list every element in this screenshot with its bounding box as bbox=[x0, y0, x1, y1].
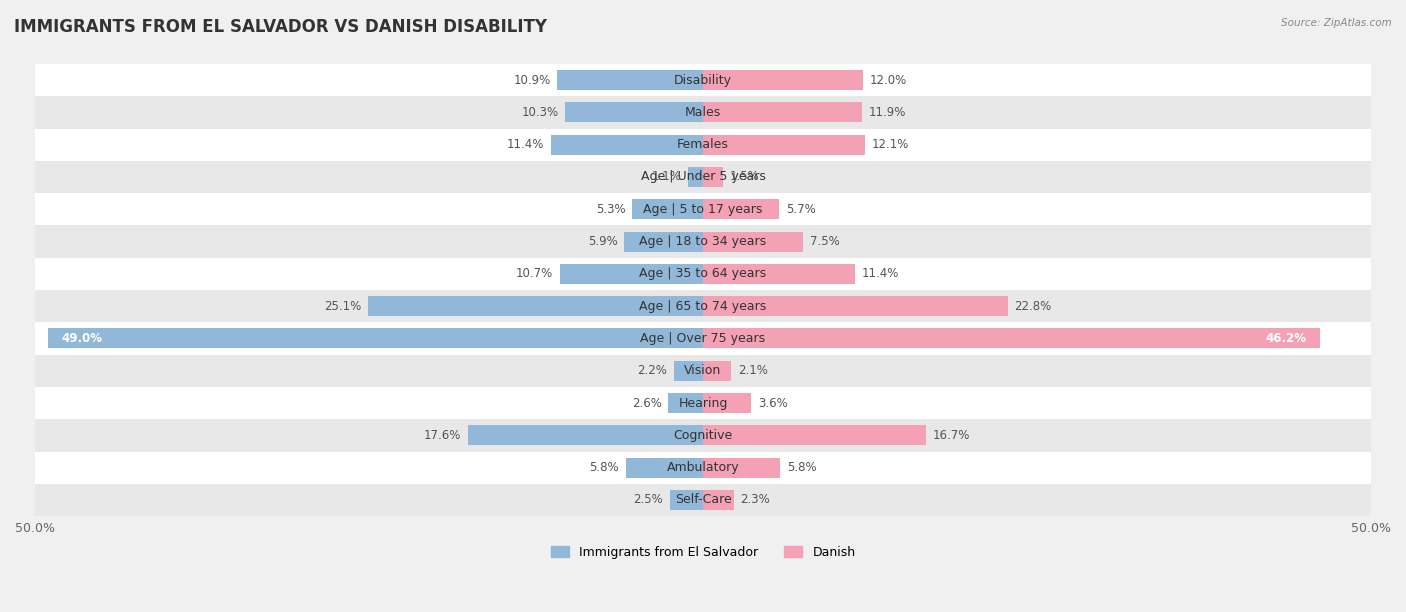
Bar bbox=[35, 323, 1371, 354]
Bar bbox=[703, 393, 751, 413]
Text: Cognitive: Cognitive bbox=[673, 429, 733, 442]
Text: 11.4%: 11.4% bbox=[862, 267, 900, 280]
Text: Age | 65 to 74 years: Age | 65 to 74 years bbox=[640, 300, 766, 313]
Bar bbox=[703, 360, 731, 381]
Bar bbox=[703, 490, 734, 510]
Bar bbox=[35, 225, 1371, 258]
Text: Ambulatory: Ambulatory bbox=[666, 461, 740, 474]
Bar bbox=[551, 135, 703, 155]
Text: Age | Over 75 years: Age | Over 75 years bbox=[641, 332, 765, 345]
Text: 2.3%: 2.3% bbox=[741, 493, 770, 507]
Text: 2.2%: 2.2% bbox=[637, 364, 666, 377]
Bar bbox=[703, 102, 862, 122]
Bar bbox=[703, 231, 803, 252]
Text: Hearing: Hearing bbox=[678, 397, 728, 409]
Text: 5.3%: 5.3% bbox=[596, 203, 626, 216]
Bar bbox=[35, 290, 1371, 323]
Text: 22.8%: 22.8% bbox=[1014, 300, 1052, 313]
Bar bbox=[468, 425, 703, 446]
Bar bbox=[48, 329, 703, 348]
Bar bbox=[669, 490, 703, 510]
Bar bbox=[35, 452, 1371, 484]
Bar bbox=[703, 135, 865, 155]
Text: 10.7%: 10.7% bbox=[516, 267, 554, 280]
Text: 10.3%: 10.3% bbox=[522, 106, 558, 119]
Bar bbox=[367, 296, 703, 316]
Text: Age | 5 to 17 years: Age | 5 to 17 years bbox=[644, 203, 762, 216]
Text: 49.0%: 49.0% bbox=[62, 332, 103, 345]
Bar bbox=[624, 231, 703, 252]
Bar bbox=[703, 296, 1008, 316]
Text: 12.1%: 12.1% bbox=[872, 138, 908, 151]
Text: 2.5%: 2.5% bbox=[633, 493, 662, 507]
Text: 11.9%: 11.9% bbox=[869, 106, 905, 119]
Text: Vision: Vision bbox=[685, 364, 721, 377]
Text: 1.5%: 1.5% bbox=[730, 171, 759, 184]
Text: 3.6%: 3.6% bbox=[758, 397, 787, 409]
Text: Source: ZipAtlas.com: Source: ZipAtlas.com bbox=[1281, 18, 1392, 28]
Text: Age | 35 to 64 years: Age | 35 to 64 years bbox=[640, 267, 766, 280]
Text: Females: Females bbox=[678, 138, 728, 151]
Bar bbox=[703, 167, 723, 187]
Text: Males: Males bbox=[685, 106, 721, 119]
Text: 5.7%: 5.7% bbox=[786, 203, 815, 216]
Text: Age | 18 to 34 years: Age | 18 to 34 years bbox=[640, 235, 766, 248]
Bar bbox=[703, 70, 863, 90]
Text: Disability: Disability bbox=[673, 73, 733, 87]
Bar bbox=[35, 64, 1371, 96]
Bar bbox=[557, 70, 703, 90]
Bar bbox=[689, 167, 703, 187]
Bar bbox=[673, 360, 703, 381]
Bar bbox=[35, 354, 1371, 387]
Bar bbox=[626, 458, 703, 478]
Text: 5.8%: 5.8% bbox=[589, 461, 619, 474]
Bar bbox=[668, 393, 703, 413]
Bar bbox=[703, 425, 927, 446]
Text: 10.9%: 10.9% bbox=[513, 73, 551, 87]
Bar bbox=[703, 264, 855, 284]
Text: 5.9%: 5.9% bbox=[588, 235, 617, 248]
Bar bbox=[35, 387, 1371, 419]
Bar bbox=[35, 161, 1371, 193]
Bar bbox=[35, 484, 1371, 516]
Text: Self-Care: Self-Care bbox=[675, 493, 731, 507]
Text: 5.8%: 5.8% bbox=[787, 461, 817, 474]
Bar bbox=[565, 102, 703, 122]
Bar bbox=[633, 200, 703, 219]
Bar bbox=[35, 96, 1371, 129]
Bar bbox=[35, 129, 1371, 161]
Bar bbox=[35, 419, 1371, 452]
Bar bbox=[35, 258, 1371, 290]
Text: 11.4%: 11.4% bbox=[506, 138, 544, 151]
Text: Age | Under 5 years: Age | Under 5 years bbox=[641, 171, 765, 184]
Text: 2.1%: 2.1% bbox=[738, 364, 768, 377]
Text: 16.7%: 16.7% bbox=[932, 429, 970, 442]
Bar bbox=[703, 200, 779, 219]
Text: IMMIGRANTS FROM EL SALVADOR VS DANISH DISABILITY: IMMIGRANTS FROM EL SALVADOR VS DANISH DI… bbox=[14, 18, 547, 36]
Text: 46.2%: 46.2% bbox=[1265, 332, 1306, 345]
Bar bbox=[703, 329, 1320, 348]
Text: 1.1%: 1.1% bbox=[652, 171, 682, 184]
Bar bbox=[703, 458, 780, 478]
Text: 2.6%: 2.6% bbox=[631, 397, 662, 409]
Text: 17.6%: 17.6% bbox=[423, 429, 461, 442]
Text: 7.5%: 7.5% bbox=[810, 235, 839, 248]
Text: 12.0%: 12.0% bbox=[870, 73, 907, 87]
Text: 25.1%: 25.1% bbox=[323, 300, 361, 313]
Legend: Immigrants from El Salvador, Danish: Immigrants from El Salvador, Danish bbox=[546, 541, 860, 564]
Bar bbox=[560, 264, 703, 284]
Bar bbox=[35, 193, 1371, 225]
